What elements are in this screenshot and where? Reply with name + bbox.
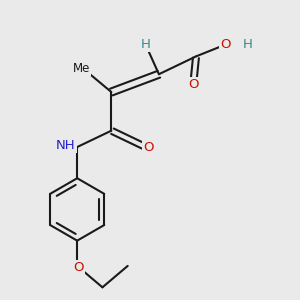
Text: Me: Me bbox=[73, 62, 90, 75]
Text: O: O bbox=[220, 38, 231, 51]
Text: O: O bbox=[143, 140, 154, 154]
Text: NH: NH bbox=[56, 139, 76, 152]
Text: O: O bbox=[188, 78, 198, 91]
Text: H: H bbox=[243, 38, 253, 51]
Text: O: O bbox=[74, 261, 84, 274]
Text: H: H bbox=[141, 38, 151, 51]
